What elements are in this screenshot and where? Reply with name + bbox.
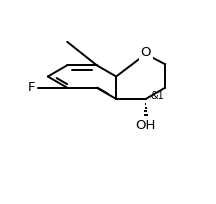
Text: O: O <box>140 46 151 59</box>
Text: OH: OH <box>136 119 156 132</box>
Text: F: F <box>28 81 35 94</box>
Text: &1: &1 <box>151 91 165 101</box>
